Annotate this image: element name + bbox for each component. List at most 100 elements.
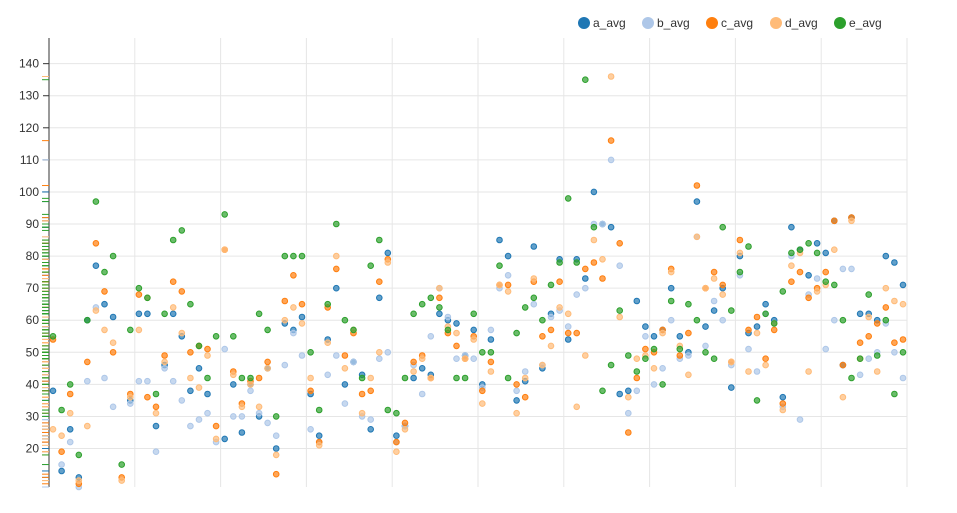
data-point[interactable] [496,281,503,289]
data-point[interactable] [504,252,512,260]
data-point[interactable] [135,291,143,298]
data-point[interactable] [633,355,641,363]
data-point[interactable] [101,326,108,334]
data-point[interactable] [839,393,847,401]
data-point[interactable] [710,297,718,305]
data-point[interactable] [444,326,452,334]
data-point[interactable] [899,374,907,382]
data-point[interactable] [427,294,435,302]
data-point[interactable] [281,361,289,369]
data-point[interactable] [401,419,409,427]
data-point[interactable] [582,265,589,273]
data-point[interactable] [693,233,701,241]
data-point[interactable] [324,371,332,379]
data-point[interactable] [84,377,91,385]
data-point[interactable] [230,333,237,340]
data-point[interactable] [899,349,907,356]
data-point[interactable] [470,326,478,334]
data-point[interactable] [169,310,177,318]
data-point[interactable] [650,345,658,353]
data-point[interactable] [805,294,812,302]
data-point[interactable] [101,268,108,276]
data-point[interactable] [367,416,375,423]
data-point[interactable] [753,323,761,330]
data-point[interactable] [66,381,74,388]
data-point[interactable] [573,329,581,337]
data-point[interactable] [272,432,280,440]
data-point[interactable] [161,352,168,359]
data-point[interactable] [779,393,787,401]
data-point[interactable] [272,413,280,420]
data-point[interactable] [521,304,529,311]
data-point[interactable] [401,426,409,433]
data-point[interactable] [736,249,744,257]
data-point[interactable] [642,355,649,363]
data-point[interactable] [633,368,641,375]
data-point[interactable] [667,297,675,305]
data-point[interactable] [659,381,666,388]
data-point[interactable] [109,339,117,347]
data-point[interactable] [633,297,641,305]
data-point[interactable] [762,310,769,318]
data-point[interactable] [856,371,864,379]
data-point[interactable] [736,268,744,276]
data-point[interactable] [238,429,246,436]
legend-item-a_avg[interactable]: a_avg [578,16,626,30]
data-point[interactable] [659,365,666,372]
data-point[interactable] [693,198,701,205]
data-point[interactable] [187,422,194,430]
data-point[interactable] [152,448,160,456]
data-point[interactable] [58,406,65,414]
data-point[interactable] [839,265,847,273]
data-point[interactable] [770,326,778,334]
data-point[interactable] [401,374,409,382]
data-point[interactable] [324,300,332,308]
data-point[interactable] [238,403,246,411]
data-point[interactable] [539,361,546,369]
data-point[interactable] [290,252,297,260]
data-point[interactable] [324,339,332,347]
data-point[interactable] [702,284,709,292]
data-point[interactable] [367,262,375,270]
data-point[interactable] [710,307,718,314]
data-point[interactable] [393,448,400,456]
data-point[interactable] [436,294,443,302]
data-point[interactable] [410,310,417,318]
data-point[interactable] [667,316,675,324]
data-point[interactable] [607,73,615,80]
data-point[interactable] [642,323,649,330]
data-point[interactable] [187,374,194,382]
data-point[interactable] [144,377,151,385]
data-point[interactable] [582,275,589,282]
data-point[interactable] [367,387,375,395]
data-point[interactable] [58,448,65,456]
data-point[interactable] [873,368,881,375]
data-point[interactable] [599,220,606,228]
data-point[interactable] [255,403,263,411]
data-point[interactable] [753,368,761,375]
data-point[interactable] [650,381,658,388]
data-point[interactable] [719,316,727,324]
data-point[interactable] [393,432,400,440]
data-point[interactable] [521,368,529,375]
data-point[interactable] [573,403,581,411]
data-point[interactable] [865,313,873,321]
data-point[interactable] [865,333,873,340]
data-point[interactable] [238,374,246,382]
data-point[interactable] [831,246,838,253]
data-point[interactable] [530,243,538,250]
data-point[interactable] [461,374,469,382]
data-point[interactable] [487,326,495,334]
data-point[interactable] [788,262,795,270]
data-point[interactable] [625,429,632,436]
data-point[interactable] [264,358,271,366]
data-point[interactable] [333,220,340,228]
data-point[interactable] [436,310,443,318]
data-point[interactable] [84,422,91,430]
data-point[interactable] [745,345,752,353]
data-point[interactable] [264,419,271,427]
data-point[interactable] [719,281,727,289]
data-point[interactable] [599,275,606,282]
legend-item-c_avg[interactable]: c_avg [706,16,753,30]
data-point[interactable] [556,259,563,266]
